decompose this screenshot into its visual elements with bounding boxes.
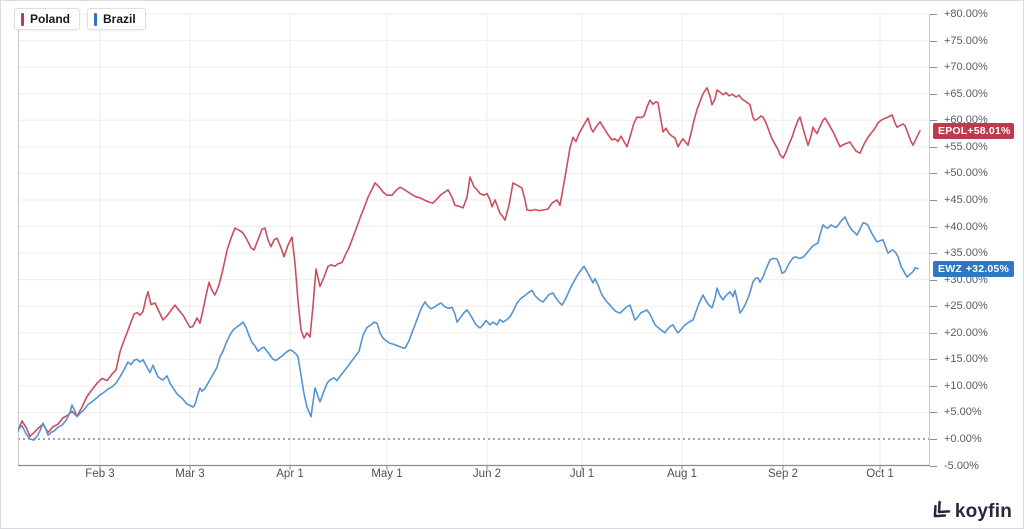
x-tick-label: Aug 1	[666, 468, 698, 480]
series-line-ewz[interactable]	[18, 216, 919, 441]
koyfin-logo: koyfin	[929, 500, 1012, 522]
y-axis: +80.00% +75.00% +70.00% +65.00% +60.00% +55.0…	[930, 0, 1024, 472]
y-tick-label: -5.00%	[930, 459, 979, 473]
x-tick-label: Jun 2	[472, 468, 502, 480]
y-tick-label: +50.00%	[930, 166, 988, 180]
legend-color-bar	[21, 12, 24, 26]
y-tick-label: +55.00%	[930, 140, 988, 154]
legend: Poland Brazil	[14, 8, 146, 30]
x-tick-label: Apr 1	[276, 468, 304, 480]
x-axis: Feb 3 Mar 3 Apr 1 May 1 Jun 2 Jul 1 Aug 1 Sep 2…	[0, 468, 1024, 486]
y-tick-label: +10.00%	[930, 379, 988, 393]
koyfin-chevrons-icon	[933, 500, 951, 518]
x-tick-label: Mar 3	[175, 468, 205, 480]
legend-item-poland[interactable]: Poland	[14, 8, 81, 30]
y-tick-label: +75.00%	[930, 34, 988, 48]
legend-color-bar	[94, 12, 98, 26]
badge-ticker: EPOL	[938, 124, 968, 137]
badge-value: +32.05%	[965, 262, 1009, 275]
y-tick-label: +35.00%	[930, 246, 988, 260]
x-tick-label: May 1	[371, 468, 403, 480]
ewz-last-price-badge: EWZ +32.05%	[933, 260, 1014, 277]
y-tick-label: +70.00%	[930, 60, 988, 74]
y-tick-label: +5.00%	[930, 405, 982, 419]
y-tick-label: +80.00%	[930, 7, 988, 21]
x-tick-label: Oct 1	[866, 468, 894, 480]
legend-item-label: Poland	[30, 12, 71, 26]
y-tick-label: +45.00%	[930, 193, 988, 207]
koyfin-wordmark: koyfin	[954, 501, 1012, 522]
epol-last-price-badge: EPOL +58.01%	[933, 122, 1014, 139]
y-tick-label: +20.00%	[930, 326, 988, 340]
x-tick-label: Feb 3	[85, 468, 115, 480]
y-tick-label: +0.00%	[930, 432, 982, 446]
plot-area[interactable]	[18, 0, 930, 472]
legend-item-brazil[interactable]: Brazil	[87, 8, 146, 30]
series-line-epol[interactable]	[18, 87, 921, 438]
x-tick-label: Jul 1	[569, 468, 595, 480]
legend-item-label: Brazil	[103, 12, 136, 26]
y-tick-label: +25.00%	[930, 299, 988, 313]
y-tick-label: +40.00%	[930, 220, 988, 234]
y-tick-label: +15.00%	[930, 352, 988, 366]
badge-value: +58.01%	[967, 124, 1011, 137]
y-tick-label: +65.00%	[930, 87, 988, 101]
x-tick-label: Sep 2	[767, 468, 799, 480]
badge-ticker: EWZ	[938, 262, 962, 275]
